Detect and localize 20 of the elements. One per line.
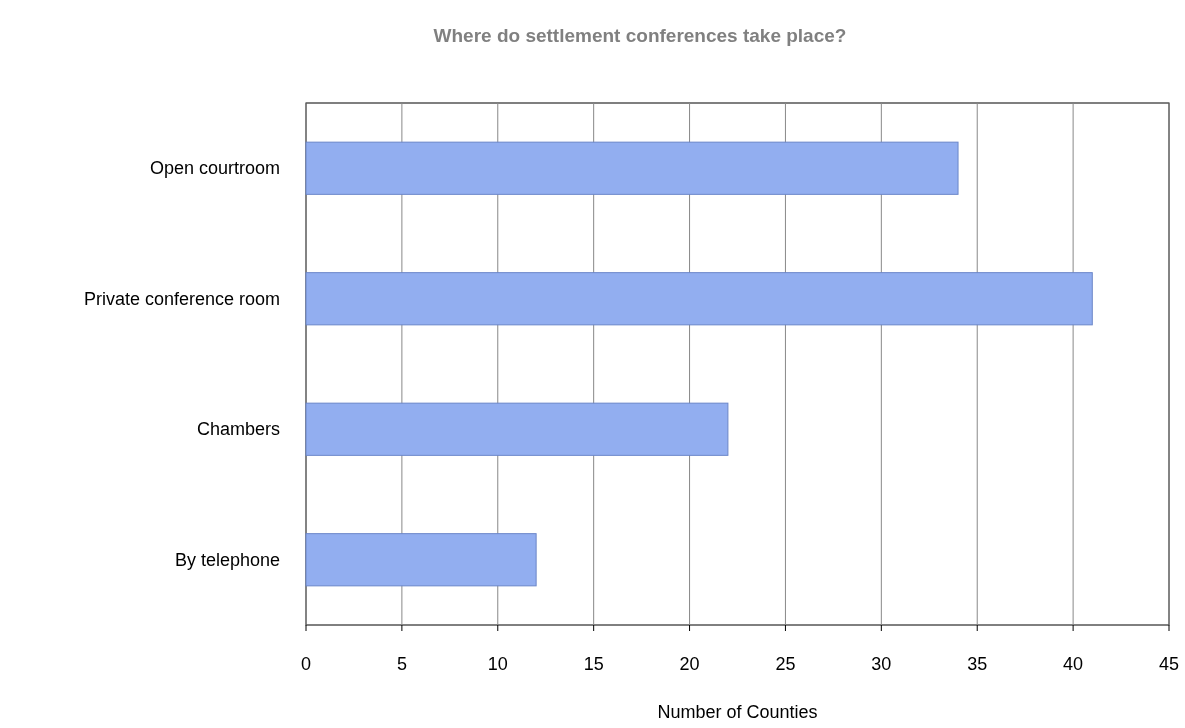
- x-tick-label: 40: [1063, 654, 1084, 674]
- x-tick-label: 5: [396, 654, 407, 674]
- x-tick-label: 35: [967, 654, 988, 674]
- y-tick-label: By telephone: [174, 549, 280, 570]
- bar: [305, 402, 729, 456]
- x-tick-label: 25: [775, 654, 796, 674]
- y-tick-label: Chambers: [196, 419, 280, 440]
- x-tick-label: 10: [487, 654, 508, 674]
- x-axis-title: Number of Counties: [657, 702, 818, 722]
- x-tick-label: 20: [679, 654, 700, 674]
- x-tick-label: 0: [300, 654, 312, 674]
- bar: [305, 141, 959, 195]
- x-tick-label: 15: [583, 654, 604, 674]
- bar: [305, 533, 537, 587]
- x-tick-label: 30: [871, 654, 892, 674]
- y-tick-label: Open courtroom: [149, 158, 280, 179]
- bar: [305, 272, 1093, 326]
- y-tick-label: Private conference room: [83, 288, 280, 309]
- chart-title: Where do settlement conferences take place?: [433, 25, 847, 46]
- x-tick-label: 45: [1158, 654, 1180, 674]
